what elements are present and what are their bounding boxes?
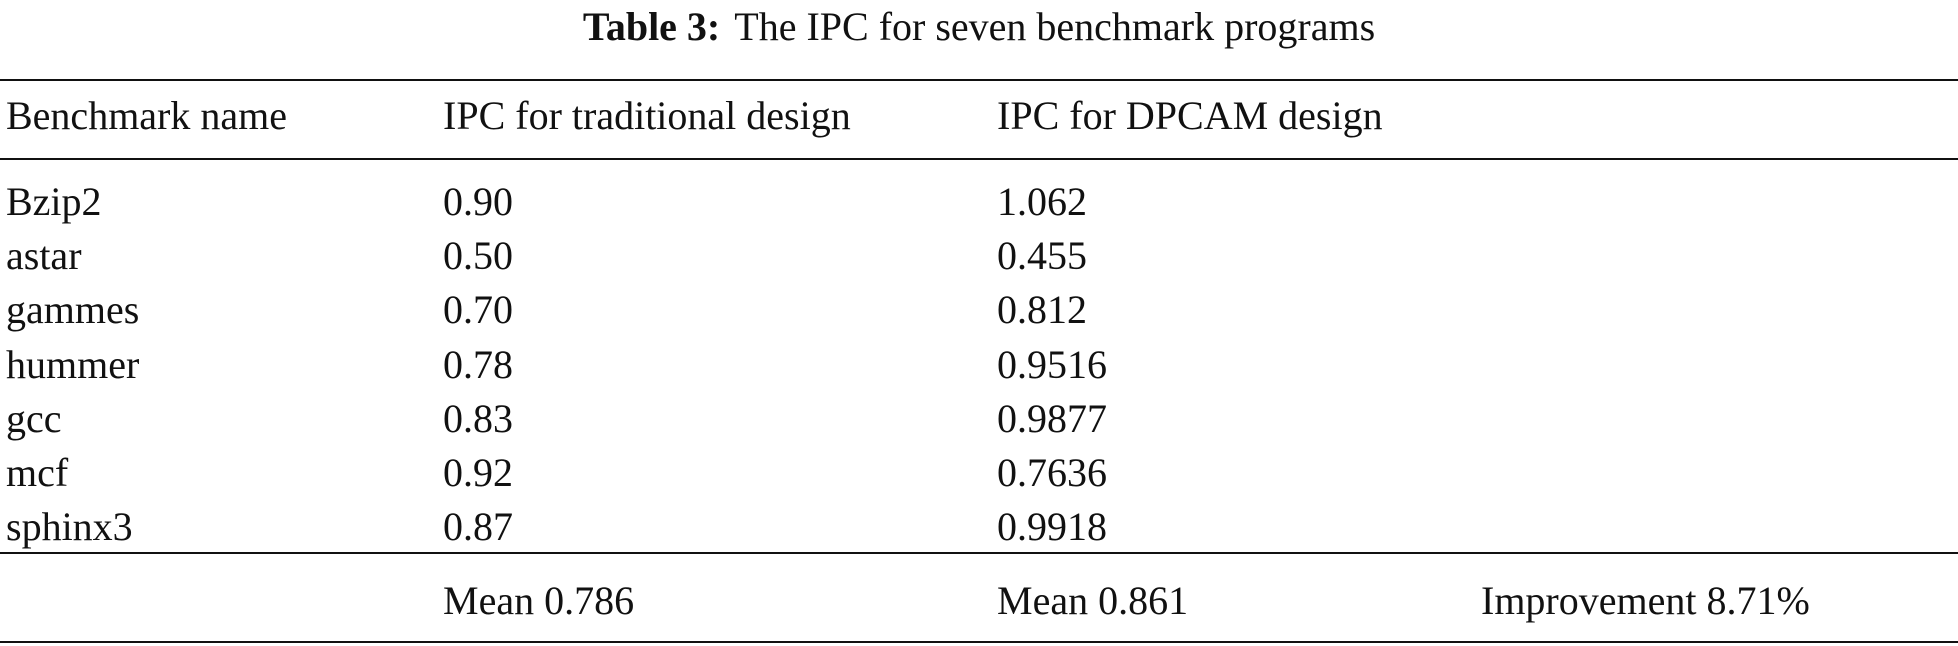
header-rule: [0, 158, 1958, 160]
table-cell: 0.7636: [997, 450, 1107, 495]
table-cell: 0.90: [443, 179, 513, 224]
footer-cell: Improvement 8.71%: [1481, 578, 1810, 623]
caption-text: The IPC for seven benchmark programs: [734, 4, 1376, 49]
table-cell: 0.78: [443, 341, 513, 387]
table-cell: 0.9877: [997, 395, 1107, 441]
table-cell: 0.812: [997, 287, 1087, 333]
table-cell: sphinx3: [6, 504, 133, 550]
table-cell: 0.70: [443, 287, 513, 333]
table-cell: 0.87: [443, 504, 513, 550]
table-cell: 1.062: [997, 179, 1087, 224]
table-cell: astar: [6, 233, 82, 279]
top-rule: [0, 79, 1958, 81]
table-cell: mcf: [6, 450, 69, 495]
header-cell: Benchmark name: [6, 93, 287, 138]
caption-label: Table 3:: [582, 4, 721, 49]
table-cell: gammes: [6, 287, 140, 333]
header-cell: IPC for traditional design: [443, 93, 851, 138]
table-cell: 0.50: [443, 233, 513, 279]
body-rule: [0, 552, 1958, 554]
table-cell: 0.9918: [997, 504, 1107, 550]
table-cell: 0.83: [443, 395, 513, 441]
header-cell: IPC for DPCAM design: [997, 93, 1383, 138]
table-cell: 0.9516: [997, 341, 1107, 387]
table-cell: 0.92: [443, 450, 513, 495]
table-cell: gcc: [6, 395, 62, 441]
table-cell: 0.455: [997, 233, 1087, 279]
bottom-rule: [0, 641, 1958, 643]
table-cell: hummer: [6, 341, 140, 387]
footer-cell: Mean 0.861: [997, 578, 1189, 623]
table-cell: Bzip2: [6, 179, 102, 224]
caption: Table 3: The IPC for seven benchmark prog…: [0, 7, 1958, 47]
footer-cell: Mean 0.786: [443, 578, 635, 623]
